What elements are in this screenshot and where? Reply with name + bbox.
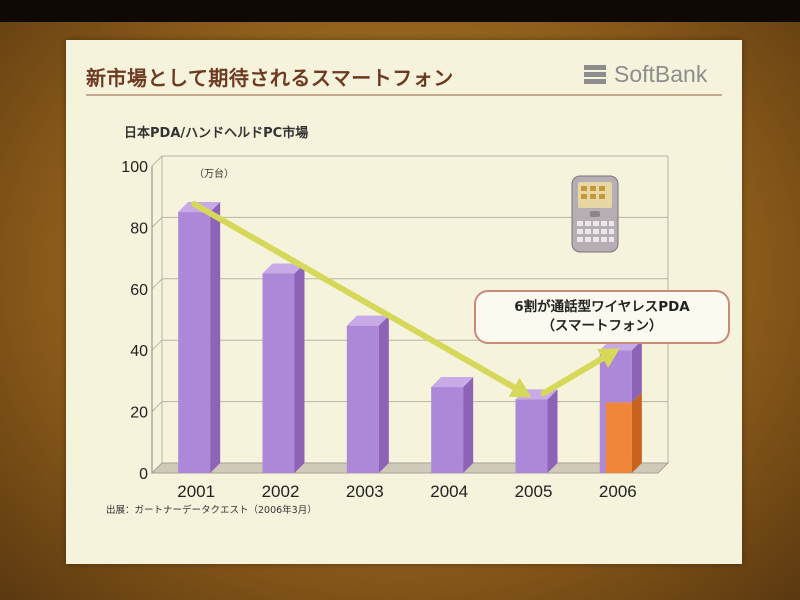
x-tick-label: 2004 [430,482,468,501]
bar-2006-upper-side [631,340,642,403]
bar-2001-front [178,212,211,474]
trend-arrow-down-head [508,377,532,398]
trend-arrow-up-shaft [540,355,606,397]
bar-2004-side [463,377,474,473]
x-tick-label: 2003 [346,482,384,501]
x-tick-label: 2006 [599,482,637,501]
bar-2003-side [378,315,389,473]
bar-2002-front [262,273,295,473]
y-tick-label: 20 [130,405,148,422]
bar-2003-top [346,315,389,326]
x-tick-label: 2002 [262,482,300,501]
x-tick-label: 2005 [515,482,553,501]
y-unit-label: （万台） [194,167,234,180]
gridline-side [151,278,163,290]
x-tick-label: 2001 [177,482,215,501]
bar-chart: 0 20 40 60 80 100 （万台） 2001 2002 2003 2004 2005 2006 [121,155,670,501]
bar-2002-side [294,263,305,473]
trend-arrow-up-head [597,348,620,368]
y-tick-label: 0 [139,466,148,483]
callout-line-1: 6割が通話型ワイヤレスPDA [514,299,690,315]
presentation-slide: 新市場として期待されるスマートフォン SoftBank 日本PDA/ハンドヘルド… [66,40,742,564]
chart-floor [150,462,670,474]
bar-2003-front [346,325,379,473]
callout-line-2: （スマートフォン） [541,318,663,334]
logo-mark-icon [584,65,606,84]
gridline-side [151,217,163,228]
title-divider [86,94,722,96]
logo-text: SoftBank [614,60,708,87]
chart-title: 日本PDA/ハンドヘルドPC市場 [124,126,309,141]
y-tick-label: 80 [130,220,148,237]
y-tick-label: 60 [130,282,148,299]
softbank-logo: SoftBank [584,58,707,90]
slide-title: 新市場として期待されるスマートフォン [86,66,454,90]
y-tick-label: 100 [121,159,148,176]
smartphone-share-callout: 6割が通話型ワイヤレスPDA （スマートフォン） [474,290,730,344]
smartphone-icon [566,174,626,256]
bar-2006-lower-side [631,392,642,473]
gridline-side [151,401,163,412]
bar-2005-front [515,399,548,473]
bar-2001-side [210,202,221,474]
bar-2004-front [431,387,464,473]
trend-arrow-down-shaft [191,201,518,391]
top-dark-band [0,0,800,22]
source-note: 出展：ガートナーデータクエスト（2006年3月） [106,505,317,516]
y-tick-label: 40 [130,343,148,360]
gridline-side [151,339,163,351]
bar-2004-top [431,377,474,388]
bar-2002-top [262,263,305,274]
bar-2006-left-edge [599,402,606,473]
gridline-side [151,155,163,167]
bar-2005-side [547,389,558,473]
